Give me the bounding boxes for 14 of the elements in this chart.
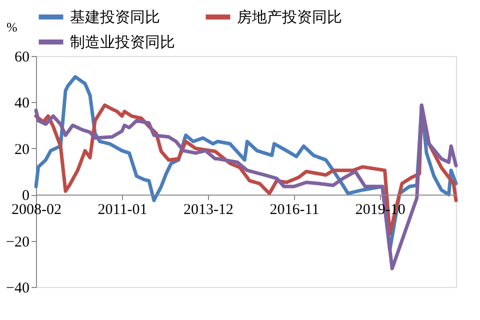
y-tick-label: 60 — [14, 50, 30, 66]
y-tick-label: 0 — [22, 188, 30, 204]
y-tick-label: 20 — [14, 142, 30, 158]
x-tick-label: 2011-01 — [98, 202, 148, 218]
y-axis-title: % — [6, 20, 18, 34]
x-tick-label: 2013-12 — [183, 202, 234, 218]
x-tick-label: 2008-02 — [12, 202, 62, 218]
legend-label: 基建投资同比 — [70, 8, 160, 26]
legend-label: 制造业投资同比 — [70, 33, 175, 51]
x-tick-label: 2016-11 — [270, 202, 320, 218]
y-tick-label: −40 — [6, 280, 30, 296]
legend-label: 房地产投资同比 — [237, 8, 342, 26]
y-tick-label: 40 — [14, 96, 30, 112]
y-tick-label: −20 — [6, 234, 30, 250]
